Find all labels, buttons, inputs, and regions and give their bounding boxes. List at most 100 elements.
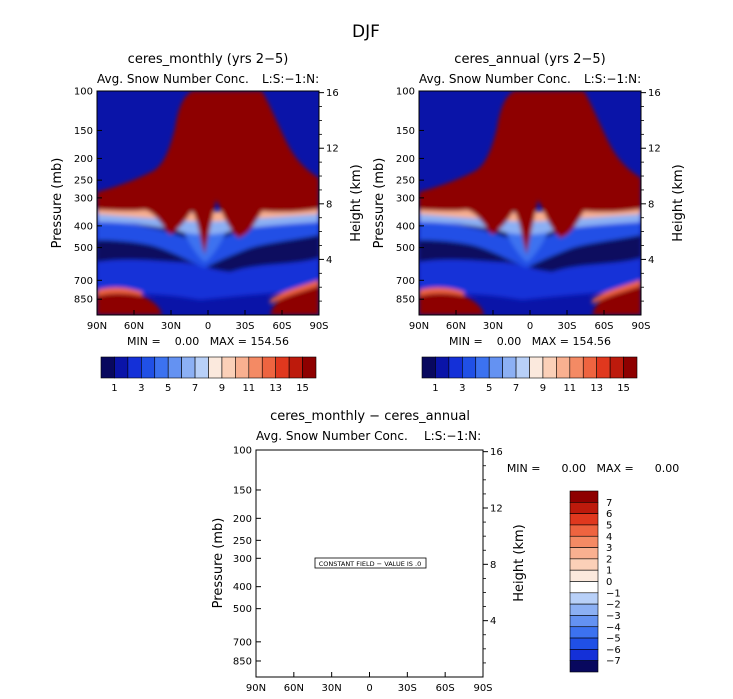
- colorbar-swatch: [114, 356, 129, 379]
- colorbar-label: 9: [219, 383, 225, 394]
- colorbar-swatch: [569, 581, 599, 594]
- x-tick-label: 90N: [409, 321, 429, 332]
- axes: 90N 60N 30N 0 30S 60S 90S 100 150 200 250 300 400 500…: [233, 446, 503, 695]
- x-tick-label: 30S: [398, 683, 417, 694]
- colorbar-label: 11: [242, 383, 255, 394]
- colorbar-label: −7: [606, 656, 621, 667]
- colorbar-swatch: [609, 356, 624, 379]
- x-tick-label: 0: [205, 321, 211, 332]
- colorbar-label: −2: [606, 600, 621, 611]
- x-tick-label: 90N: [246, 683, 266, 694]
- y-tick-label: 200: [74, 154, 93, 165]
- colorbar-label: −5: [606, 634, 621, 645]
- y-tick-label: 500: [396, 243, 415, 254]
- y-tick-label: 150: [74, 126, 93, 137]
- colorbar-label: 13: [590, 383, 603, 394]
- colorbar-swatch: [569, 569, 599, 582]
- contour-field: [419, 91, 641, 315]
- colorbar-swatch: [462, 356, 477, 379]
- y2-tick-label: 4: [326, 255, 332, 266]
- y-tick-label: 850: [74, 295, 93, 306]
- colorbar-label: 15: [296, 383, 309, 394]
- x-tick-label: 30N: [483, 321, 503, 332]
- colorbar-swatch: [302, 356, 317, 379]
- y-tick-label: 700: [74, 276, 93, 287]
- colorbar-swatch: [569, 356, 584, 379]
- y2-tick-label: 4: [648, 255, 654, 266]
- colorbar: 1 3 5 7 9 11 13 15: [421, 356, 638, 394]
- colorbar-swatch: [448, 356, 463, 379]
- x-tick-label: 0: [366, 683, 372, 694]
- y2-tick-label: 12: [490, 503, 503, 514]
- axis-label-left: Pressure (mb): [50, 158, 65, 249]
- colorbar-swatch: [167, 356, 182, 379]
- y-tick-label: 400: [233, 582, 252, 593]
- colorbar-swatch: [435, 356, 450, 379]
- axes: 90N 60N 30N 0 30S 60S 90S 100 150 200 250 300 400 500…: [396, 87, 661, 333]
- colorbar-label: 5: [165, 383, 171, 394]
- x-tick-label: 60S: [436, 683, 455, 694]
- axis-label-right: Height (km): [671, 164, 686, 241]
- x-tick-label: 30N: [161, 321, 181, 332]
- colorbar-label: 3: [459, 383, 465, 394]
- colorbar-swatch: [596, 356, 611, 379]
- page-title: DJF: [352, 22, 380, 42]
- colorbar-swatch: [569, 535, 599, 548]
- panel-difference: ceres_monthly − ceres_annual Avg. Snow N…: [211, 409, 679, 694]
- y2-tick-label: 12: [648, 144, 661, 155]
- colorbar-swatch: [569, 558, 599, 571]
- colorbar-label: 7: [192, 383, 198, 394]
- colorbar-swatch: [235, 356, 250, 379]
- colorbar-swatch: [221, 356, 236, 379]
- y2-tick-label: 8: [490, 560, 496, 571]
- colorbar-swatch: [569, 603, 599, 616]
- y-tick-label: 500: [233, 604, 252, 615]
- panel-title: ceres_annual (yrs 2−5): [454, 52, 605, 67]
- constant-field-message: CONSTANT FIELD − VALUE IS .0: [319, 560, 421, 568]
- y2-tick-label: 16: [326, 88, 339, 99]
- colorbar-swatch: [181, 356, 196, 379]
- colorbar-label: −1: [606, 588, 621, 599]
- colorbar-label: 1: [111, 383, 117, 394]
- y-tick-label: 850: [396, 295, 415, 306]
- colorbar-swatch: [582, 356, 597, 379]
- y-tick-label: 150: [396, 126, 415, 137]
- colorbar-swatch: [127, 356, 142, 379]
- x-tick-label: 90S: [309, 321, 328, 332]
- y2-tick-label: 8: [326, 199, 332, 210]
- panel-title: ceres_monthly − ceres_annual: [270, 409, 470, 424]
- y2-tick-label: 8: [648, 199, 654, 210]
- colorbar-swatch: [569, 502, 599, 514]
- constant-field-box: [314, 557, 427, 569]
- colorbar-label: 4: [606, 532, 612, 543]
- y-tick-label: 300: [233, 554, 252, 565]
- y-tick-label: 250: [396, 176, 415, 187]
- colorbar-swatch: [569, 513, 599, 526]
- colorbar-swatch: [569, 637, 599, 650]
- x-tick-label: 90N: [87, 321, 107, 332]
- colorbar-swatch: [569, 626, 599, 639]
- colorbar-swatch: [154, 356, 169, 379]
- y2-tick-label: 16: [490, 447, 503, 458]
- colorbar-label: 13: [269, 383, 282, 394]
- colorbar-swatch: [288, 356, 303, 379]
- colorbar-swatch: [208, 356, 223, 379]
- colorbar-swatch: [194, 356, 209, 379]
- stats-text: MIN = 0.00 MAX = 154.56: [127, 335, 289, 348]
- y-tick-label: 100: [233, 446, 252, 457]
- colorbar-swatch: [623, 356, 638, 379]
- colorbar-label: 15: [617, 383, 630, 394]
- panel-units: L:S:−1:N:: [584, 72, 641, 86]
- axis-label-right: Height (km): [512, 524, 527, 601]
- colorbar-swatch: [569, 660, 599, 673]
- axis-label-right: Height (km): [349, 164, 364, 241]
- colorbar-swatch: [569, 547, 599, 560]
- colorbar-label: 5: [606, 520, 612, 531]
- colorbar-swatch: [529, 356, 544, 379]
- y-tick-label: 700: [396, 276, 415, 287]
- y-tick-label: 300: [396, 193, 415, 204]
- y-tick-label: 100: [74, 87, 93, 98]
- colorbar-swatch: [421, 356, 436, 379]
- colorbar-swatch: [515, 356, 530, 379]
